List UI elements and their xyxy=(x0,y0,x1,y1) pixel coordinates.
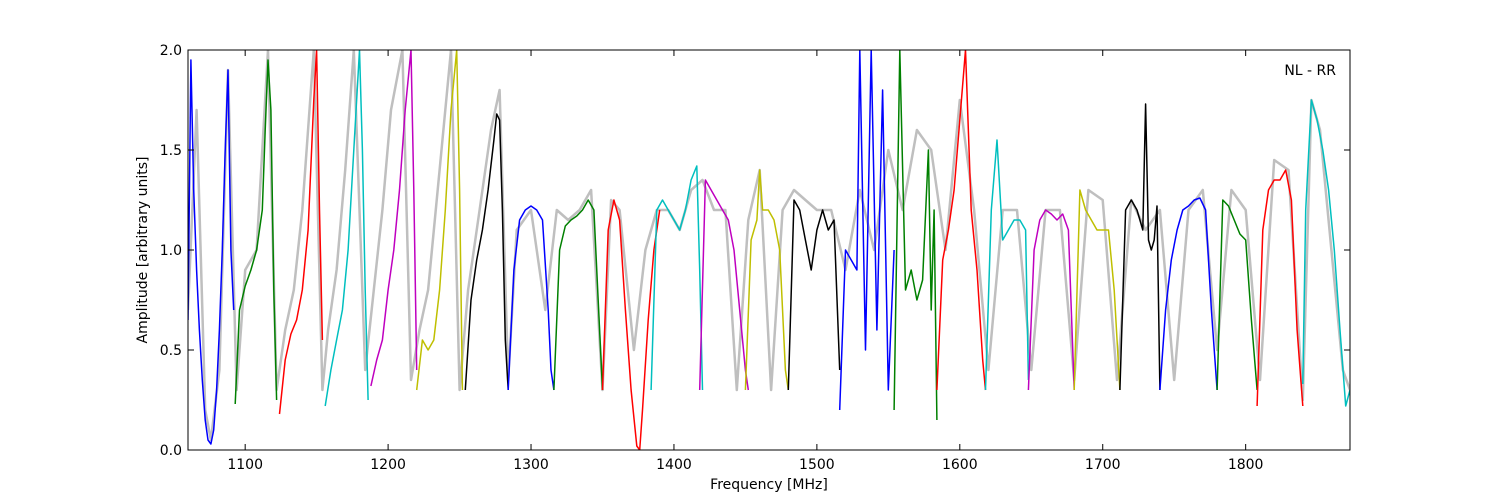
y-tick-label: 2.0 xyxy=(160,43,182,59)
y-tick-label: 1.0 xyxy=(160,243,182,259)
series-line-19 xyxy=(1027,209,1075,391)
series-line-11 xyxy=(650,165,704,391)
chart-annotation: NL - RR xyxy=(1284,63,1336,79)
series-line-6 xyxy=(415,50,464,391)
series-line-25 xyxy=(1302,99,1350,407)
x-tick-label: 1400 xyxy=(656,457,692,473)
series-line-13 xyxy=(744,169,790,391)
y-tick-label: 1.5 xyxy=(160,143,182,159)
x-tick-label: 1200 xyxy=(370,457,406,473)
series-line-5 xyxy=(370,50,418,387)
series-line-14 xyxy=(787,199,841,391)
series-line-7 xyxy=(464,113,509,391)
y-tick-label: 0.0 xyxy=(160,443,182,459)
y-axis-label: Amplitude [arbitrary units] xyxy=(135,157,151,344)
series-group xyxy=(188,50,1350,450)
series-line-9 xyxy=(553,199,604,391)
series-line-2 xyxy=(234,59,278,405)
x-tick-label: 1300 xyxy=(513,457,549,473)
x-tick-label: 1700 xyxy=(1085,457,1121,473)
series-line-1 xyxy=(188,59,235,445)
series-line-12 xyxy=(698,179,750,391)
series-line-4 xyxy=(324,50,369,407)
series-line-20 xyxy=(1073,189,1121,391)
y-tick-label: 0.5 xyxy=(160,343,182,359)
series-line-8 xyxy=(507,205,555,391)
series-line-21 xyxy=(1119,103,1161,391)
series-line-22 xyxy=(1159,197,1218,391)
x-tick-label: 1800 xyxy=(1228,457,1264,473)
series-line-10 xyxy=(601,199,661,450)
series-line-15 xyxy=(838,50,895,411)
x-tick-label: 1600 xyxy=(942,457,978,473)
series-line-3 xyxy=(278,50,324,415)
series-line-17 xyxy=(936,50,987,391)
x-axis-label: Frequency [MHz] xyxy=(710,477,828,493)
series-line-16 xyxy=(893,50,938,421)
series-line-23 xyxy=(1216,199,1258,391)
series-line-18 xyxy=(984,139,1030,391)
series-line-24 xyxy=(1256,169,1304,407)
x-tick-label: 1100 xyxy=(227,457,263,473)
plot-background xyxy=(188,50,1350,450)
x-tick-label: 1500 xyxy=(799,457,835,473)
y-axis-ticks: 0.0 0.5 1.0 1.5 2.0 xyxy=(160,43,1350,459)
x-axis-ticks: 1100 1200 1300 1400 1500 1600 1700 1800 xyxy=(227,50,1263,473)
